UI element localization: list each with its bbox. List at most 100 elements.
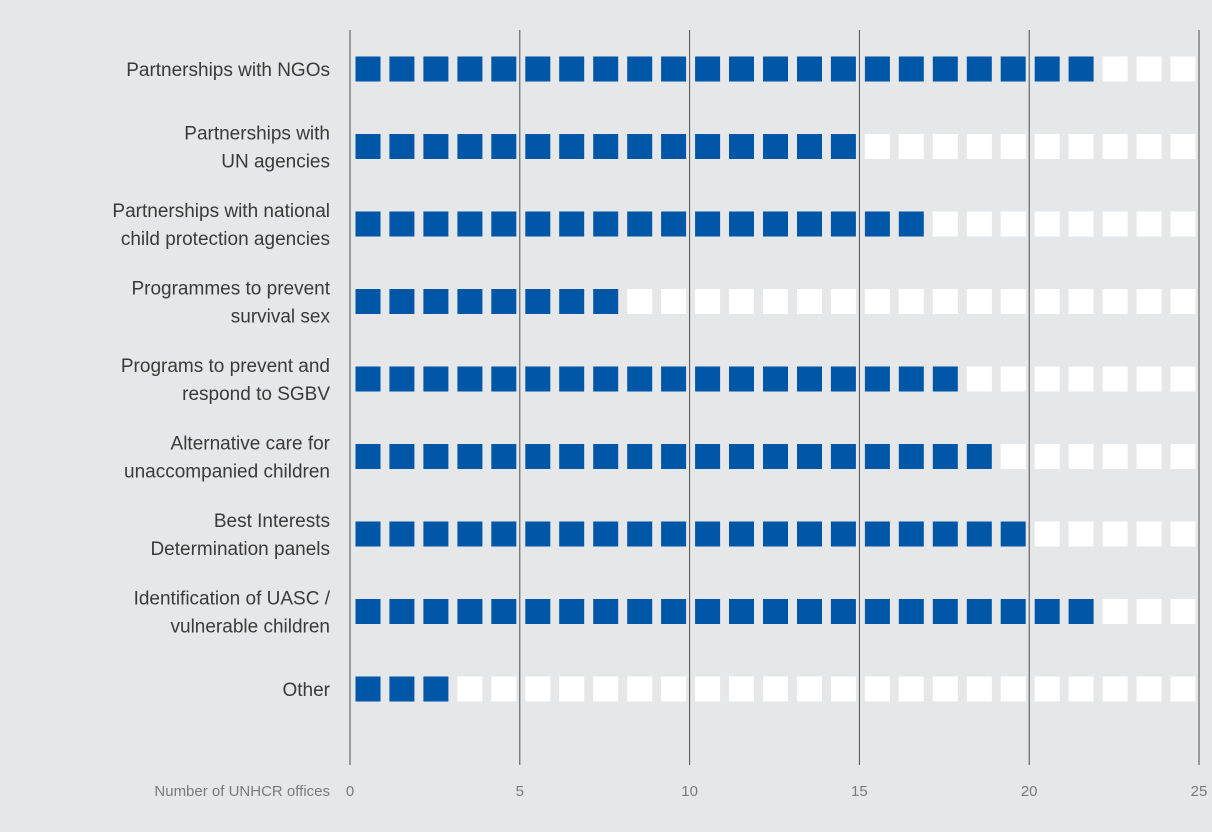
bar-unit-empty: [729, 289, 754, 314]
bar-unit-filled: [593, 56, 619, 82]
bar-unit-filled: [559, 599, 585, 624]
x-tick-label: 0: [346, 783, 354, 800]
bar-unit-empty: [797, 289, 822, 314]
bar-unit-filled: [932, 56, 958, 82]
bar-unit-filled: [695, 134, 721, 159]
bar-unit-filled: [830, 56, 856, 82]
bar-unit-filled: [864, 366, 890, 392]
bar-unit-filled: [423, 676, 449, 702]
category-label: Partnerships with national child protecti…: [112, 201, 330, 250]
bar-unit-filled: [559, 211, 585, 237]
bar-unit-filled: [627, 56, 653, 82]
bar-unit-empty: [966, 676, 992, 702]
bar-unit-filled: [729, 211, 754, 237]
bar-unit-filled: [1034, 56, 1060, 82]
bar-unit-filled: [1068, 56, 1094, 82]
bar-unit-empty: [797, 676, 822, 702]
bar-unit-filled: [423, 599, 449, 624]
bar-unit-filled: [491, 211, 517, 237]
bar-unit-empty: [525, 676, 551, 702]
bar-unit-filled: [1000, 521, 1026, 547]
bar-unit-empty: [695, 676, 721, 702]
bar-unit-filled: [763, 599, 788, 624]
bar-unit-empty: [1034, 211, 1060, 237]
x-tick-label: 10: [681, 783, 698, 800]
bar-unit-filled: [389, 521, 415, 547]
bar-unit-filled: [559, 521, 585, 547]
bar-unit-filled: [389, 444, 415, 469]
bar-unit-filled: [729, 366, 754, 392]
bar-unit-empty: [1170, 366, 1196, 392]
bar-unit-empty: [661, 289, 687, 314]
bar-unit-filled: [797, 134, 822, 159]
bar-unit-empty: [1068, 211, 1094, 237]
bar-unit-filled: [661, 599, 687, 624]
bar-unit-filled: [525, 366, 551, 392]
bar-unit-empty: [1136, 444, 1162, 469]
bar-unit-filled: [763, 134, 788, 159]
bar-unit-empty: [932, 289, 958, 314]
bar-unit-filled: [864, 211, 890, 237]
bar-unit-filled: [1000, 599, 1026, 624]
bar-unit-filled: [525, 599, 551, 624]
bar-unit-filled: [559, 134, 585, 159]
bar-unit-empty: [1034, 289, 1060, 314]
bar-unit-empty: [1102, 444, 1128, 469]
bar-unit-empty: [1000, 289, 1026, 314]
bar-unit-filled: [661, 134, 687, 159]
bar-unit-filled: [559, 289, 585, 314]
category-label: Partnerships with UN agencies: [184, 124, 330, 173]
bar-unit-empty: [1136, 134, 1162, 159]
bar-unit-empty: [1034, 134, 1060, 159]
bar-unit-filled: [423, 444, 449, 469]
bar-unit-filled: [593, 211, 619, 237]
bar-unit-filled: [627, 444, 653, 469]
bar-unit-filled: [932, 444, 958, 469]
bar-unit-empty: [932, 134, 958, 159]
bar-unit-filled: [864, 599, 890, 624]
bar-unit-filled: [763, 444, 788, 469]
bar-unit-empty: [491, 676, 517, 702]
bar-unit-empty: [1102, 134, 1128, 159]
bar-unit-filled: [1068, 599, 1094, 624]
bar-unit-filled: [627, 134, 653, 159]
bar-unit-filled: [593, 599, 619, 624]
bar-unit-empty: [966, 289, 992, 314]
bar-unit-empty: [1170, 676, 1196, 702]
bar-unit-empty: [1000, 211, 1026, 237]
bar-unit-empty: [864, 676, 890, 702]
bar-unit-filled: [830, 444, 856, 469]
category-label: Programs to prevent and respond to SGBV: [121, 356, 330, 405]
bar-unit-filled: [457, 289, 483, 314]
bar-unit-filled: [661, 366, 687, 392]
bar-unit-empty: [559, 676, 585, 702]
bar-unit-empty: [1000, 444, 1026, 469]
bar-unit-filled: [559, 56, 585, 82]
bar-unit-empty: [932, 211, 958, 237]
bar-unit-filled: [695, 521, 721, 547]
bar-unit-filled: [457, 366, 483, 392]
bar-unit-empty: [1000, 676, 1026, 702]
bar-unit-filled: [729, 56, 754, 82]
bar-unit-empty: [1034, 444, 1060, 469]
bar-unit-empty: [864, 289, 890, 314]
bar-unit-filled: [966, 444, 992, 469]
bar-unit-filled: [898, 444, 924, 469]
bar-unit-filled: [491, 366, 517, 392]
bar-unit-empty: [1102, 211, 1128, 237]
bar-unit-filled: [457, 211, 483, 237]
bar-unit-filled: [864, 444, 890, 469]
bar-unit-empty: [1102, 676, 1128, 702]
bar-unit-filled: [423, 289, 449, 314]
bar-unit-filled: [1034, 599, 1060, 624]
bar-unit-filled: [355, 676, 381, 702]
bar-unit-filled: [830, 521, 856, 547]
bar-unit-filled: [661, 521, 687, 547]
bar-unit-filled: [423, 521, 449, 547]
bar-unit-empty: [1068, 521, 1094, 547]
bar-unit-filled: [729, 521, 754, 547]
bar-unit-filled: [491, 134, 517, 159]
bar-unit-filled: [695, 211, 721, 237]
bar-unit-filled: [1000, 56, 1026, 82]
bar-unit-empty: [1136, 676, 1162, 702]
